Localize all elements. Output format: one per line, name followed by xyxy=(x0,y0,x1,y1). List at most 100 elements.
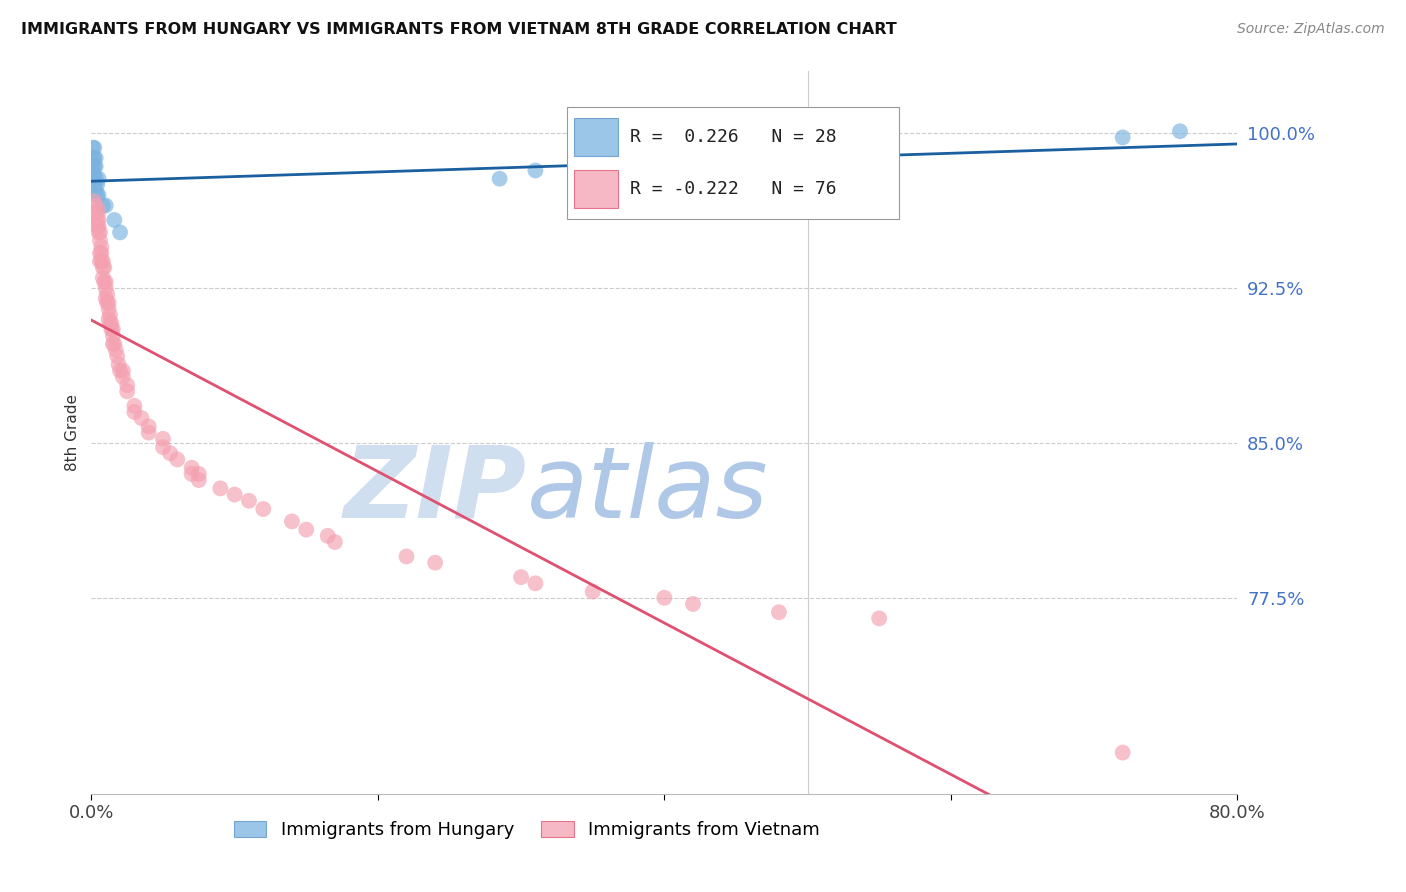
Point xyxy=(187,467,209,481)
Point xyxy=(90,246,112,260)
Point xyxy=(94,281,117,295)
Point xyxy=(83,168,105,182)
Point xyxy=(84,198,107,212)
Point xyxy=(93,260,115,275)
Point xyxy=(652,591,675,605)
Point xyxy=(103,336,125,351)
Y-axis label: 8th Grade: 8th Grade xyxy=(65,394,80,471)
Point xyxy=(224,487,246,501)
Text: Source: ZipAtlas.com: Source: ZipAtlas.com xyxy=(1237,22,1385,37)
Point xyxy=(100,322,122,336)
Point xyxy=(131,411,153,425)
FancyBboxPatch shape xyxy=(567,108,900,219)
Point xyxy=(86,188,108,202)
Point xyxy=(89,226,111,240)
Point xyxy=(82,159,104,173)
Point xyxy=(86,219,108,234)
Point xyxy=(316,529,339,543)
Point xyxy=(91,254,114,268)
Point xyxy=(82,151,104,165)
Point xyxy=(97,295,120,310)
Point xyxy=(94,275,117,289)
Point xyxy=(101,322,124,336)
Point xyxy=(103,213,125,227)
Point xyxy=(98,308,121,322)
Point xyxy=(84,159,107,173)
Text: ZIP: ZIP xyxy=(344,442,527,539)
Point xyxy=(90,254,112,268)
Point xyxy=(252,502,274,516)
Point xyxy=(1111,746,1133,760)
Point xyxy=(159,446,181,460)
Point xyxy=(82,141,104,155)
Point xyxy=(84,171,107,186)
Point xyxy=(87,171,110,186)
Point xyxy=(104,343,127,357)
Point xyxy=(187,473,209,487)
Point xyxy=(111,370,134,384)
Point xyxy=(209,481,232,495)
Point xyxy=(90,240,112,254)
Point xyxy=(624,151,647,165)
Point xyxy=(89,234,111,248)
Point xyxy=(86,213,108,227)
Point xyxy=(83,159,105,173)
Point xyxy=(97,312,120,326)
Text: IMMIGRANTS FROM HUNGARY VS IMMIGRANTS FROM VIETNAM 8TH GRADE CORRELATION CHART: IMMIGRANTS FROM HUNGARY VS IMMIGRANTS FR… xyxy=(21,22,897,37)
Point xyxy=(87,204,110,219)
Point xyxy=(124,405,146,419)
Point xyxy=(768,605,790,619)
Point xyxy=(323,535,346,549)
Legend: Immigrants from Hungary, Immigrants from Vietnam: Immigrants from Hungary, Immigrants from… xyxy=(226,814,827,847)
Point xyxy=(180,460,202,475)
Point xyxy=(152,432,174,446)
Point xyxy=(87,188,110,202)
Point xyxy=(124,399,146,413)
Point xyxy=(152,440,174,454)
Point xyxy=(87,226,110,240)
Point xyxy=(1168,124,1191,138)
Point xyxy=(868,611,890,625)
Point xyxy=(105,349,128,363)
Point xyxy=(1111,130,1133,145)
Point xyxy=(524,576,547,591)
Point xyxy=(868,171,890,186)
Text: atlas: atlas xyxy=(527,442,769,539)
Point xyxy=(84,184,107,198)
Point xyxy=(83,178,105,192)
Point xyxy=(180,467,202,481)
Point xyxy=(115,378,138,392)
Point xyxy=(101,336,124,351)
Point xyxy=(423,556,446,570)
Point xyxy=(86,178,108,192)
Point xyxy=(83,141,105,155)
Point xyxy=(107,358,129,372)
Point xyxy=(89,254,111,268)
Point xyxy=(138,419,160,434)
Point xyxy=(96,287,118,301)
Point xyxy=(281,515,304,529)
Point xyxy=(510,570,533,584)
Point xyxy=(582,584,605,599)
Point xyxy=(488,171,510,186)
Point xyxy=(295,523,318,537)
Point xyxy=(97,301,120,316)
Point xyxy=(82,168,104,182)
Point xyxy=(91,260,114,275)
Point xyxy=(84,204,107,219)
Point xyxy=(115,384,138,399)
Point xyxy=(101,328,124,343)
FancyBboxPatch shape xyxy=(574,170,619,208)
Point xyxy=(108,364,131,378)
Point xyxy=(89,246,111,260)
Point xyxy=(668,159,690,173)
FancyBboxPatch shape xyxy=(574,119,619,156)
Point xyxy=(100,316,122,330)
Point xyxy=(98,316,121,330)
Point xyxy=(83,151,105,165)
Point xyxy=(93,275,115,289)
Point xyxy=(111,364,134,378)
Point xyxy=(524,163,547,178)
Point xyxy=(166,452,188,467)
Point xyxy=(91,270,114,285)
